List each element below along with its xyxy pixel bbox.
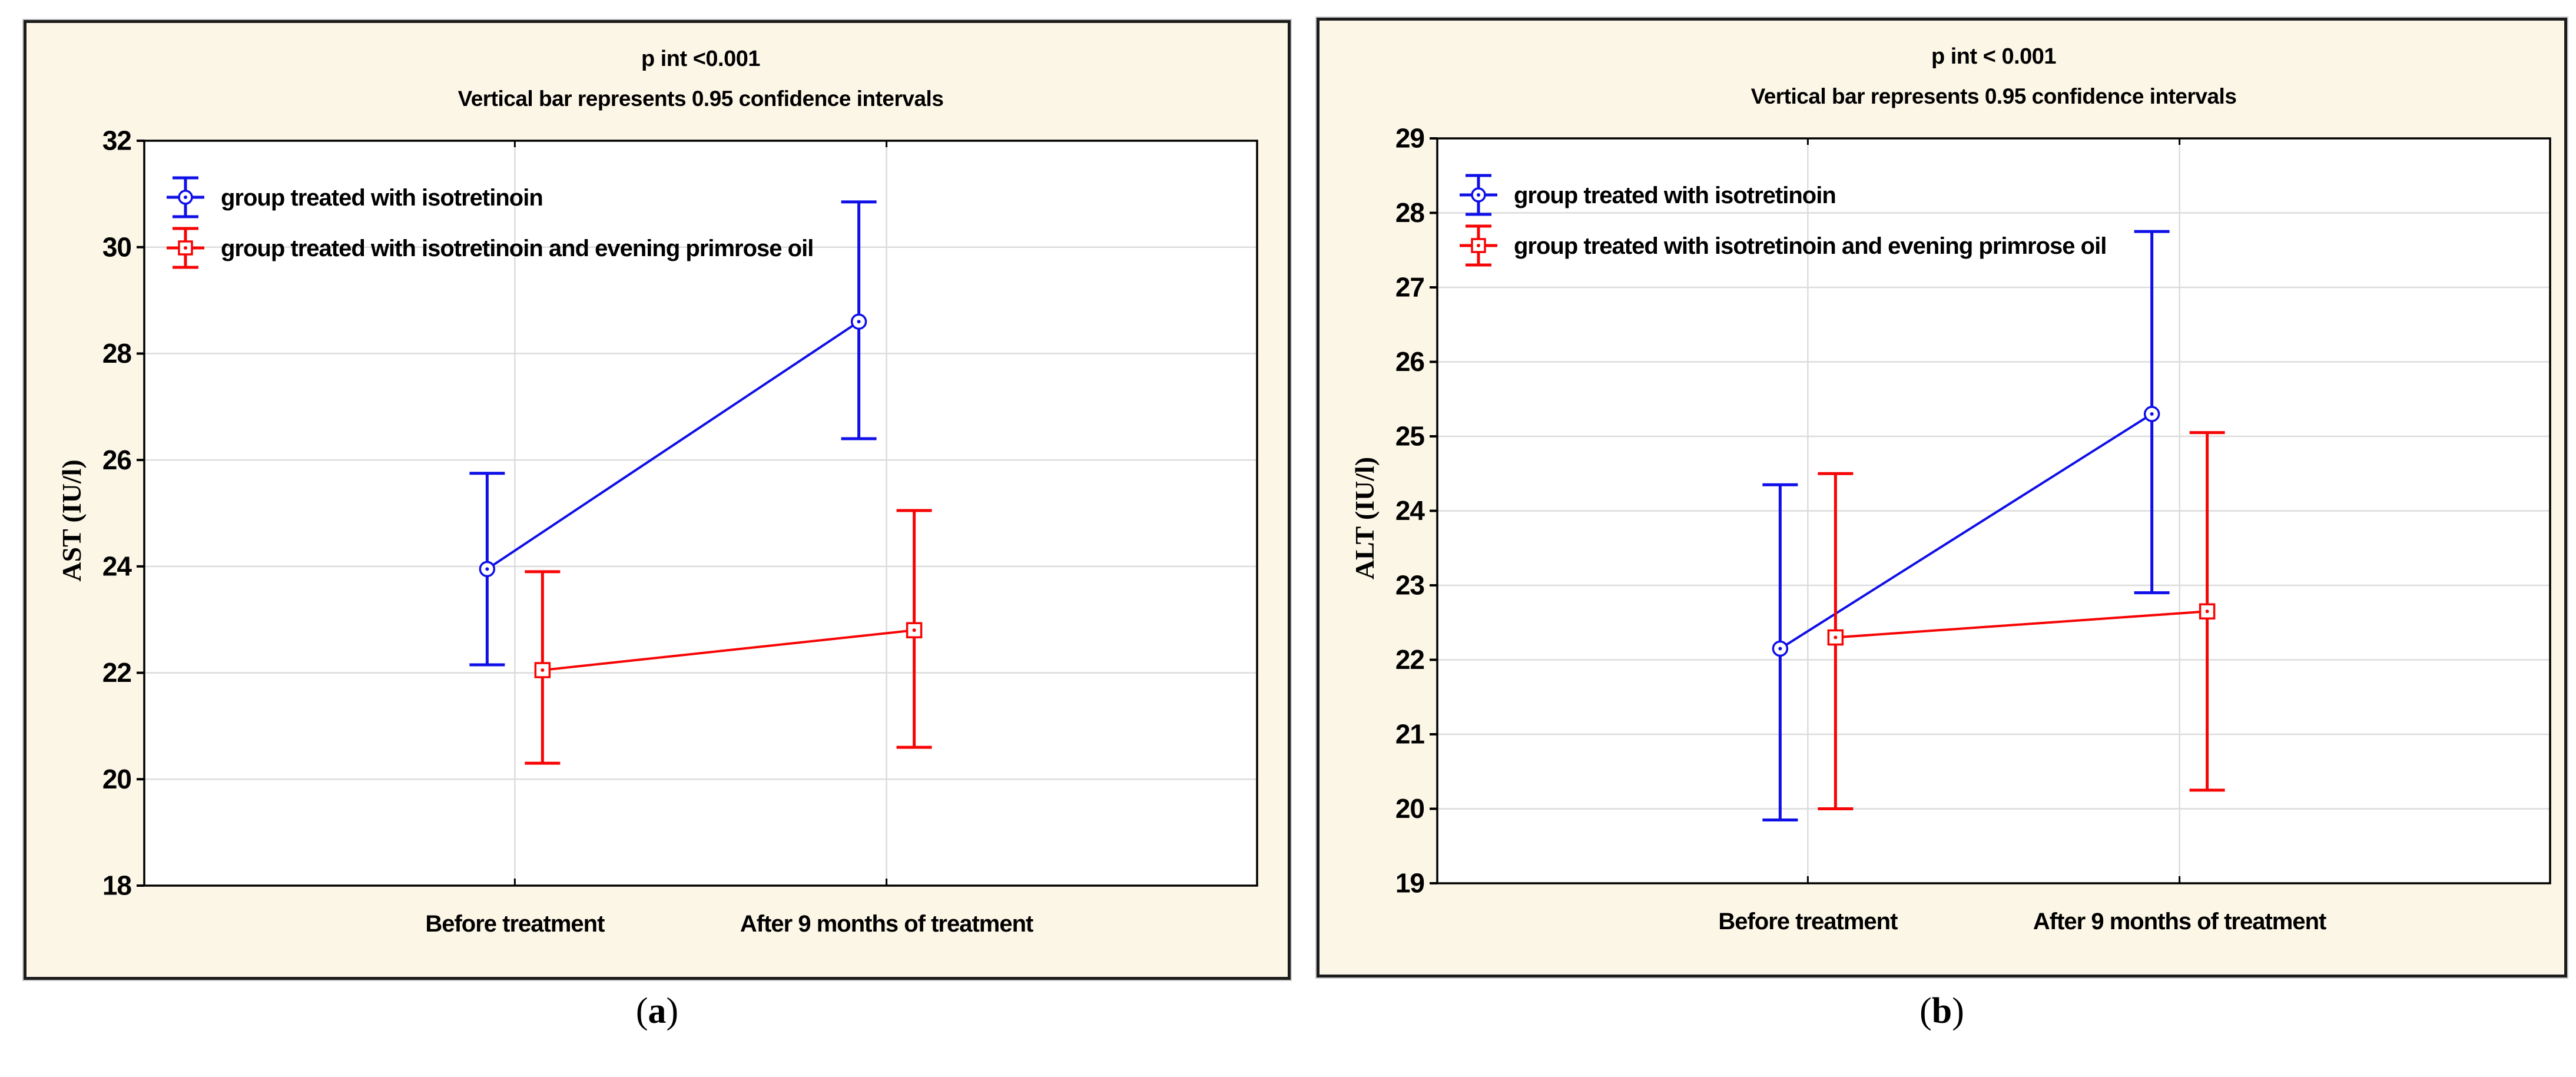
caption-b-letter: b (1931, 991, 1952, 1031)
y-tick-label: 18 (102, 870, 132, 901)
plot-background (144, 141, 1257, 886)
y-tick-label: 32 (102, 125, 131, 156)
caption-b-open: ( (1919, 991, 1932, 1031)
data-point-center-dot (912, 628, 916, 632)
y-tick-label: 22 (1395, 644, 1424, 675)
y-tick-label: 22 (102, 657, 131, 688)
y-tick-label: 19 (1395, 868, 1424, 899)
data-point-marker-square (2199, 603, 2216, 620)
series-line-1 (542, 629, 914, 672)
data-point-center-dot (2150, 412, 2154, 416)
legend-marker-dot-0 (184, 195, 187, 199)
legend-label-0: group treated with isotretinoin (221, 185, 543, 211)
caption-a: (a) (24, 990, 1291, 1032)
chart-title-ast: p int <0.001 (641, 47, 761, 71)
data-point-center-dot (1778, 647, 1782, 651)
caption-b-close: ) (1952, 991, 1964, 1031)
data-point-center-dot (857, 320, 861, 324)
y-tick-label: 24 (1395, 495, 1425, 526)
x-category-label-0: Before treatment (425, 911, 605, 937)
data-point-marker-square (534, 662, 551, 678)
y-tick-label: 27 (1395, 272, 1424, 303)
y-tick-label: 25 (1395, 421, 1425, 452)
chart-subtitle-alt: Vertical bar represents 0.95 confidence … (1751, 84, 2237, 108)
plot-area-ast: 18 20 22 24 26 28 30 32 Before treatment After 9 … (102, 125, 1258, 937)
data-point-center-dot (485, 567, 489, 571)
data-point-center-dot (1834, 635, 1838, 639)
chart-subtitle-ast: Vertical bar represents 0.95 confidence … (457, 87, 944, 111)
y-tick-label: 30 (102, 231, 131, 262)
series-line-0 (486, 320, 860, 571)
caption-b: (b) (1317, 990, 2567, 1032)
y-tick-label: 21 (1395, 719, 1425, 750)
data-point-center-dot (541, 668, 545, 672)
caption-a-close: ) (666, 991, 679, 1031)
x-category-label-1: After 9 months of treatment (740, 911, 1033, 937)
legend-marker-dot-1 (184, 246, 187, 250)
panel-alt: p int < 0.001 Vertical bar represents 0.… (1317, 18, 2567, 977)
y-tick-label: 29 (1395, 123, 1424, 154)
legend-marker-dot-1 (1477, 244, 1480, 247)
data-point-center-dot (2205, 609, 2209, 614)
y-tick-label: 20 (1395, 793, 1424, 824)
plot-frame (1436, 137, 2551, 884)
y-tick-label: 28 (102, 338, 132, 369)
caption-a-letter: a (648, 991, 667, 1031)
plot-area-alt: 19 20 21 22 23 24 25 26 27 28 29 Before treatment Af… (1395, 123, 2551, 934)
y-tick-label: 24 (102, 551, 132, 581)
series-line-0 (1779, 413, 2153, 650)
legend-label-1: group treated with isotretinoin and even… (221, 236, 813, 261)
panel-ast: p int <0.001 Vertical bar represents 0.9… (24, 20, 1291, 980)
y-tick-label: 23 (1395, 570, 1424, 601)
legend-label-0: group treated with isotretinoin (1514, 183, 1836, 208)
caption-a-open: ( (635, 991, 648, 1031)
x-category-label-1: After 9 months of treatment (2033, 909, 2326, 934)
series-line-1 (1835, 610, 2207, 639)
y-tick-label: 26 (1395, 346, 1424, 377)
chart-title-alt: p int < 0.001 (1931, 44, 2057, 69)
plot-frame (143, 140, 1258, 887)
data-point-marker-square (1827, 629, 1844, 646)
legend-marker-dot-0 (1477, 193, 1480, 197)
y-tick-label: 26 (102, 445, 131, 475)
y-tick-label: 28 (1395, 197, 1425, 228)
y-tick-label: 20 (102, 764, 131, 794)
x-category-label-0: Before treatment (1718, 909, 1898, 934)
legend-label-1: group treated with isotretinoin and even… (1514, 233, 2106, 259)
